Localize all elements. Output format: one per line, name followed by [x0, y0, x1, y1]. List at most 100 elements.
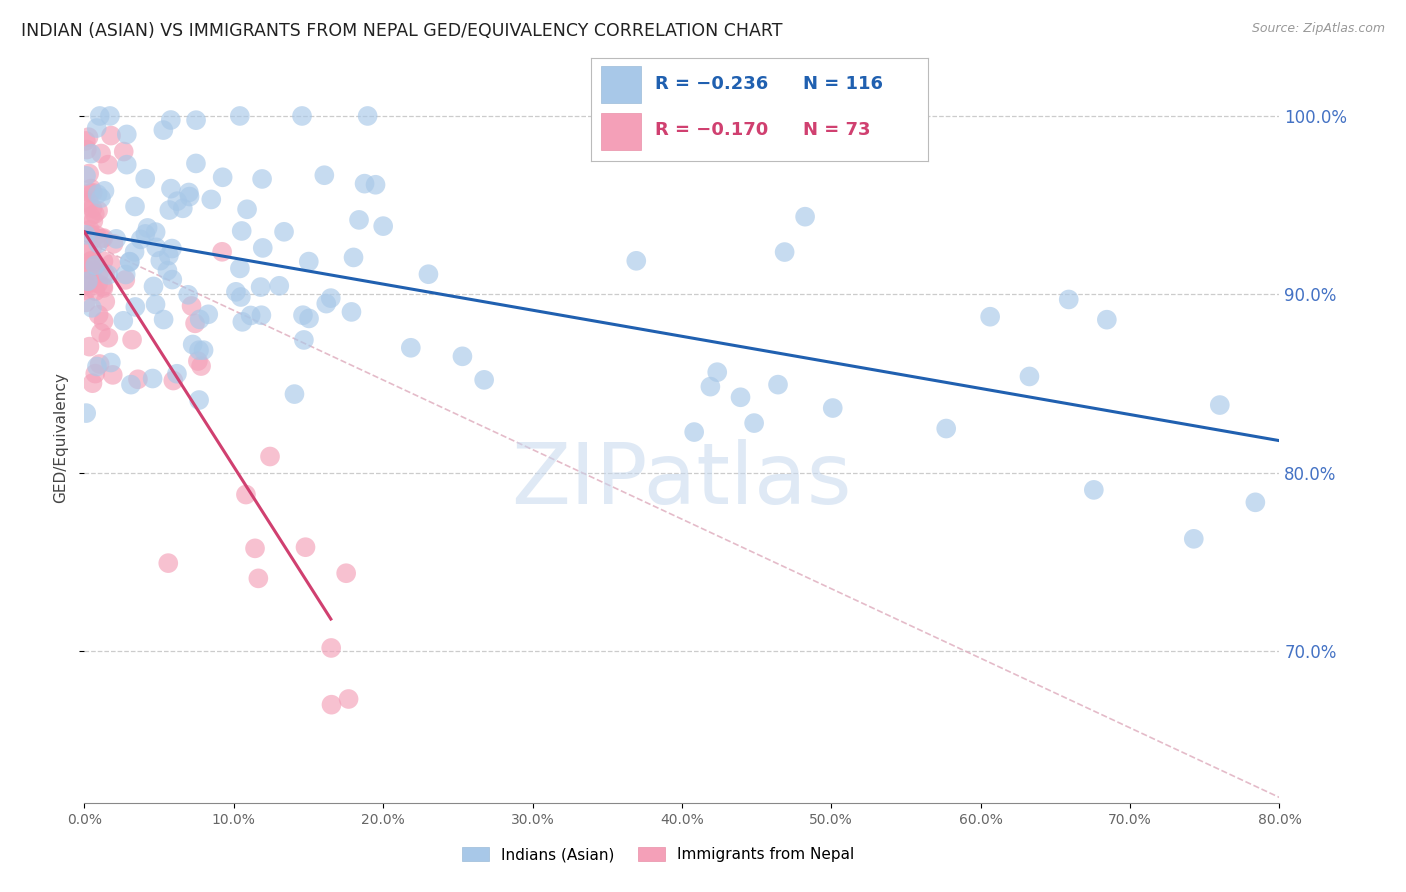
Point — [77, 167, 100, 181]
Point — [1057, 293, 1080, 307]
Point — [86, 187, 108, 202]
Point — [86, 359, 108, 374]
Point — [76, 194, 98, 208]
Point — [179, 189, 201, 203]
Point — [235, 487, 257, 501]
Point — [229, 290, 252, 304]
Point — [142, 371, 165, 385]
Point — [225, 285, 247, 299]
Point — [80, 146, 103, 161]
Point — [315, 296, 337, 310]
Point — [112, 145, 135, 159]
Point — [187, 354, 209, 368]
Point — [283, 387, 305, 401]
Point — [89, 109, 111, 123]
Point — [252, 241, 274, 255]
Point — [120, 377, 142, 392]
Point — [80, 242, 103, 256]
Point — [1083, 483, 1105, 497]
Point — [190, 359, 212, 373]
Point — [129, 232, 152, 246]
Point — [935, 421, 957, 435]
Point — [152, 312, 174, 326]
Point — [75, 406, 97, 420]
Point — [112, 314, 135, 328]
Point — [699, 379, 721, 393]
Point — [77, 274, 100, 288]
Point — [211, 170, 233, 185]
Point — [90, 326, 112, 340]
Point — [127, 372, 149, 386]
Point — [94, 267, 117, 281]
Point — [75, 279, 97, 293]
Point — [269, 278, 291, 293]
Point — [84, 367, 107, 381]
Point — [86, 121, 108, 136]
Point — [321, 640, 343, 655]
Point — [80, 253, 103, 268]
Point — [347, 213, 370, 227]
Point — [142, 279, 165, 293]
Point — [184, 156, 207, 170]
Point — [181, 337, 204, 351]
Point — [75, 169, 97, 183]
Point — [134, 171, 156, 186]
Point — [75, 277, 97, 292]
Point — [184, 113, 207, 128]
Point — [157, 202, 180, 217]
Point — [229, 261, 252, 276]
Point — [180, 299, 202, 313]
Point — [115, 128, 138, 142]
Point — [90, 231, 112, 245]
Point — [249, 280, 271, 294]
Point — [93, 184, 115, 198]
Point — [118, 254, 141, 268]
Point — [152, 123, 174, 137]
Point — [79, 258, 101, 272]
Point — [321, 698, 343, 712]
Point — [121, 333, 143, 347]
Point — [157, 248, 180, 262]
Point — [177, 287, 200, 301]
Point — [79, 186, 101, 200]
Point — [342, 251, 364, 265]
Point — [94, 294, 117, 309]
Point — [87, 277, 110, 291]
Point — [100, 128, 122, 143]
Point — [292, 333, 315, 347]
Point — [773, 245, 796, 260]
Point — [101, 368, 124, 382]
Point — [75, 295, 97, 310]
Point — [1244, 495, 1267, 509]
Point — [114, 273, 136, 287]
Point — [87, 266, 110, 280]
Text: ZIPatlas: ZIPatlas — [512, 440, 852, 523]
Point — [794, 210, 817, 224]
Text: N = 116: N = 116 — [803, 75, 883, 93]
Point — [250, 172, 273, 186]
Point — [166, 194, 188, 209]
Point — [157, 556, 180, 570]
Point — [134, 227, 156, 241]
Point — [93, 314, 115, 328]
Point — [124, 300, 146, 314]
Point — [93, 254, 115, 268]
Point — [93, 231, 115, 245]
Point — [105, 232, 128, 246]
Point — [979, 310, 1001, 324]
Point — [236, 202, 259, 217]
Point — [298, 254, 321, 268]
Point — [136, 221, 159, 235]
Point — [298, 311, 321, 326]
Point — [75, 134, 97, 148]
Point — [177, 186, 200, 200]
Point — [86, 228, 108, 243]
Point — [100, 355, 122, 369]
Legend: Indians (Asian), Immigrants from Nepal: Indians (Asian), Immigrants from Nepal — [456, 841, 860, 868]
Point — [114, 268, 136, 282]
Point — [124, 244, 146, 259]
Point — [197, 307, 219, 321]
Point — [247, 571, 270, 585]
Point — [93, 281, 115, 295]
Point — [75, 283, 97, 297]
